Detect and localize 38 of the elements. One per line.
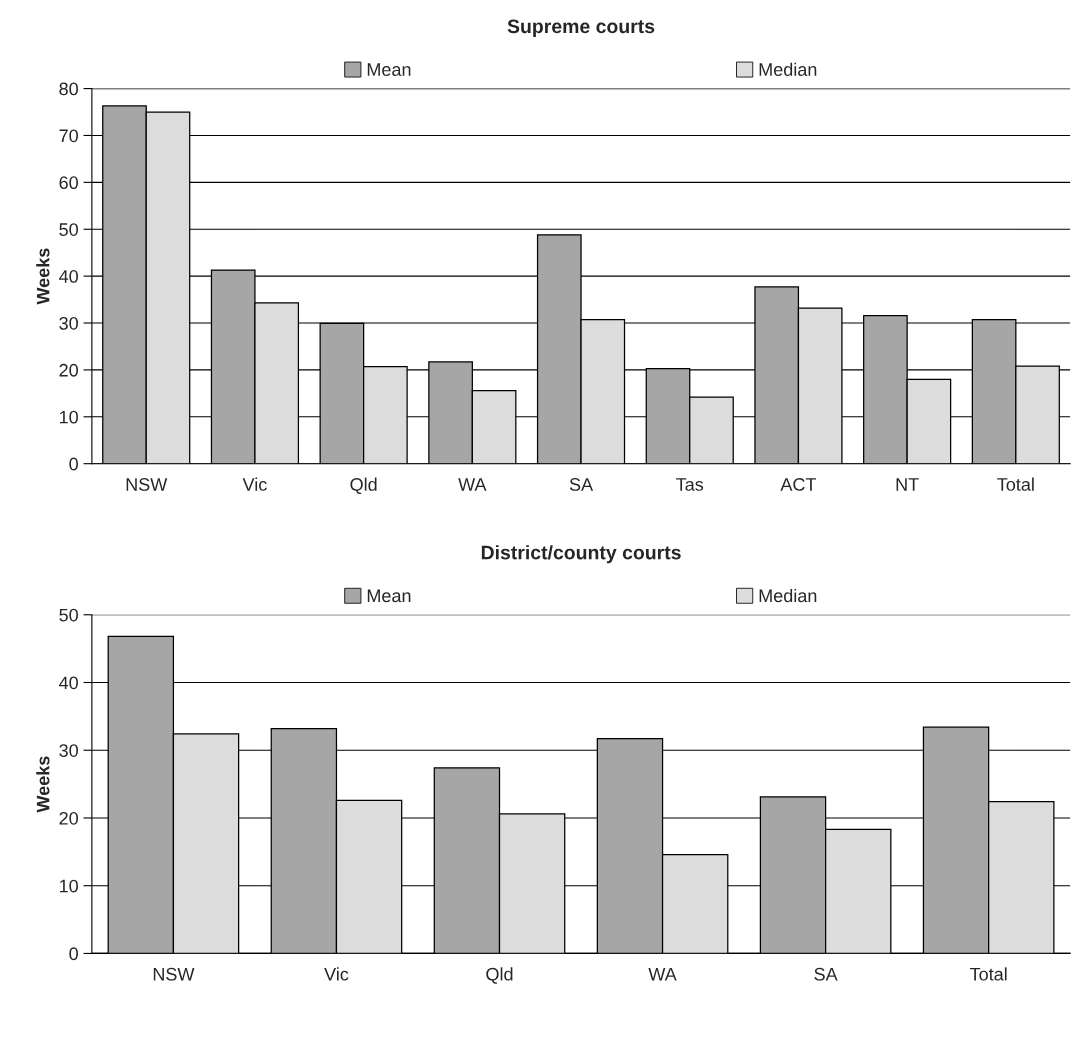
y-tick-label: 70 bbox=[59, 129, 78, 143]
x-tick-label: WA bbox=[648, 967, 677, 981]
y-tick-label: 30 bbox=[59, 316, 78, 330]
y-axis-title: Weeks bbox=[36, 756, 50, 813]
legend-label: Median bbox=[759, 588, 817, 603]
x-tick-label: NT bbox=[896, 478, 919, 491]
x-tick-label: Total bbox=[970, 967, 1007, 981]
x-tick-label: SA bbox=[814, 967, 838, 981]
x-tick-label: WA bbox=[458, 478, 487, 491]
y-tick-label: 0 bbox=[69, 457, 78, 471]
y-tick-label: 50 bbox=[59, 608, 78, 622]
y-tick-label: 10 bbox=[59, 879, 78, 893]
y-axis-title: Weeks bbox=[36, 248, 50, 305]
x-tick-label: Qld bbox=[486, 967, 513, 984]
y-tick-label: 80 bbox=[59, 82, 78, 96]
x-tick-label: SA bbox=[569, 478, 594, 491]
y-tick-label: 60 bbox=[59, 176, 78, 190]
x-tick-label: NSW bbox=[126, 478, 168, 491]
x-tick-label: Tas bbox=[676, 478, 704, 491]
y-tick-label: 50 bbox=[59, 223, 78, 236]
y-tick-label: 20 bbox=[59, 363, 78, 377]
y-tick-label: 40 bbox=[59, 676, 78, 690]
y-tick-label: 0 bbox=[69, 947, 78, 961]
legend-label: Median bbox=[759, 62, 817, 76]
x-tick-label: ACT bbox=[780, 478, 817, 491]
legend-label: Mean bbox=[367, 63, 411, 76]
chart-title: Supreme courts bbox=[507, 19, 655, 38]
x-tick-label: Vic bbox=[242, 477, 267, 491]
y-tick-label: 10 bbox=[59, 410, 78, 424]
y-tick-label: 20 bbox=[59, 811, 78, 825]
y-tick-label: 30 bbox=[59, 744, 78, 757]
x-tick-label: Qld bbox=[350, 477, 377, 495]
x-tick-label: Vic bbox=[324, 967, 349, 981]
chart-title: District/county courts bbox=[481, 545, 681, 564]
x-tick-label: NSW bbox=[153, 967, 195, 981]
legend-label: Mean bbox=[367, 589, 411, 603]
y-tick-label: 40 bbox=[59, 270, 78, 283]
x-tick-label: Total bbox=[997, 477, 1034, 491]
